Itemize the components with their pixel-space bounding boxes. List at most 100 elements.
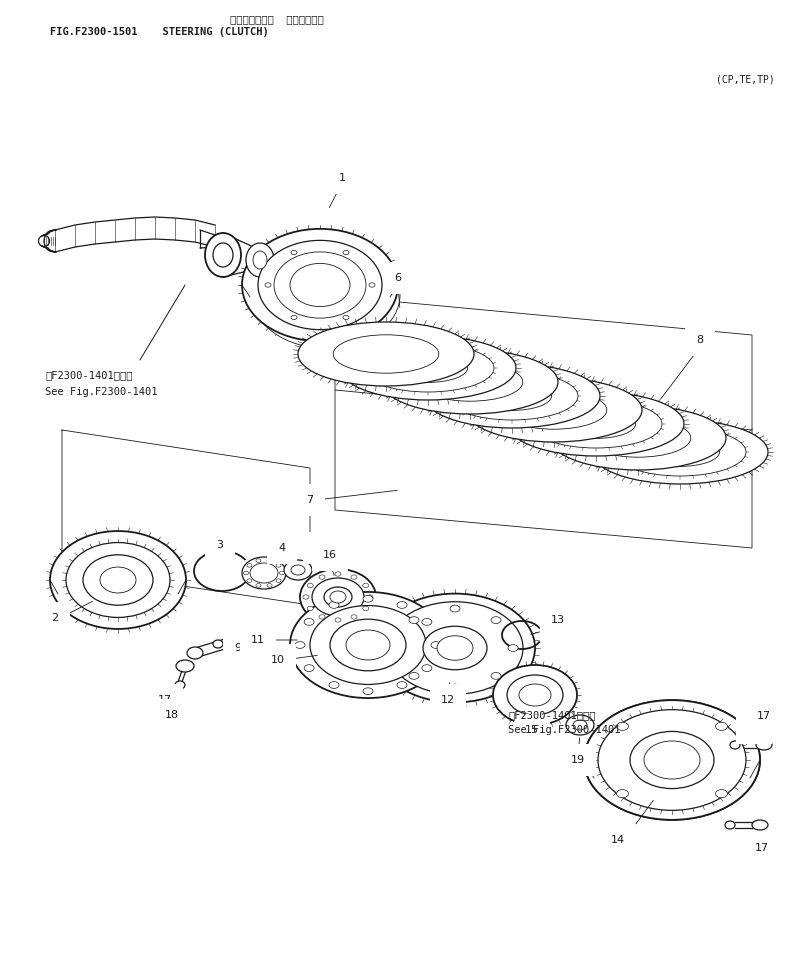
Ellipse shape	[446, 372, 578, 420]
Ellipse shape	[641, 438, 719, 467]
Ellipse shape	[351, 575, 357, 579]
Text: 5: 5	[315, 543, 322, 553]
Ellipse shape	[725, 821, 735, 829]
Text: 19: 19	[571, 755, 585, 765]
Ellipse shape	[409, 617, 419, 623]
Ellipse shape	[312, 578, 364, 616]
Ellipse shape	[450, 684, 460, 691]
Ellipse shape	[382, 350, 558, 414]
Ellipse shape	[291, 316, 297, 319]
Ellipse shape	[417, 363, 523, 401]
Text: 4: 4	[279, 543, 286, 553]
Ellipse shape	[258, 240, 382, 330]
Ellipse shape	[176, 660, 194, 672]
Ellipse shape	[491, 617, 501, 623]
Text: 17: 17	[158, 695, 172, 705]
Ellipse shape	[423, 626, 487, 670]
Ellipse shape	[592, 420, 768, 484]
Text: 1: 1	[338, 173, 345, 183]
Ellipse shape	[175, 681, 185, 689]
Ellipse shape	[335, 618, 341, 622]
Ellipse shape	[343, 251, 349, 255]
Text: 第F2300-1401図参照: 第F2300-1401図参照	[508, 710, 596, 720]
Ellipse shape	[491, 673, 501, 680]
Ellipse shape	[205, 233, 241, 277]
Ellipse shape	[290, 263, 350, 307]
Ellipse shape	[291, 565, 305, 575]
Ellipse shape	[242, 228, 398, 341]
Text: ステアリング＊  （クラッチ）: ステアリング＊ （クラッチ）	[230, 14, 323, 24]
Ellipse shape	[300, 569, 376, 625]
Ellipse shape	[508, 392, 684, 456]
Text: 17: 17	[755, 843, 769, 853]
Text: 17: 17	[757, 711, 771, 721]
Text: 18: 18	[747, 723, 761, 733]
Text: 2: 2	[51, 613, 58, 623]
Text: 第F2300-1401図参照: 第F2300-1401図参照	[45, 370, 132, 380]
Ellipse shape	[307, 584, 313, 588]
Ellipse shape	[397, 681, 407, 688]
Ellipse shape	[319, 575, 325, 579]
Ellipse shape	[324, 587, 352, 607]
Ellipse shape	[351, 615, 357, 620]
Ellipse shape	[340, 336, 516, 400]
Ellipse shape	[256, 584, 261, 588]
Ellipse shape	[715, 722, 727, 731]
Text: 13: 13	[551, 615, 565, 625]
Ellipse shape	[310, 606, 426, 684]
Ellipse shape	[346, 630, 390, 660]
Ellipse shape	[466, 378, 642, 442]
Text: 6: 6	[394, 273, 401, 283]
Ellipse shape	[329, 601, 339, 608]
Ellipse shape	[50, 531, 186, 629]
Ellipse shape	[644, 741, 700, 779]
Ellipse shape	[369, 283, 375, 287]
Ellipse shape	[267, 584, 272, 588]
Ellipse shape	[303, 595, 309, 599]
Ellipse shape	[291, 251, 297, 255]
Text: 10: 10	[271, 655, 285, 665]
Ellipse shape	[519, 684, 551, 706]
Text: (CP,TE,TP): (CP,TE,TP)	[716, 75, 775, 85]
Ellipse shape	[389, 353, 467, 382]
Ellipse shape	[330, 591, 346, 603]
Ellipse shape	[265, 283, 271, 287]
Ellipse shape	[375, 593, 535, 703]
Ellipse shape	[247, 563, 252, 567]
Text: 7: 7	[306, 495, 313, 505]
Ellipse shape	[566, 715, 594, 735]
Ellipse shape	[550, 406, 726, 470]
Ellipse shape	[472, 381, 552, 410]
Ellipse shape	[304, 665, 314, 672]
Ellipse shape	[630, 732, 714, 789]
Ellipse shape	[343, 316, 349, 319]
Ellipse shape	[329, 681, 339, 688]
Ellipse shape	[290, 592, 446, 698]
Ellipse shape	[598, 710, 746, 810]
Ellipse shape	[83, 555, 153, 605]
Ellipse shape	[284, 560, 312, 580]
Text: 11: 11	[251, 635, 265, 645]
Ellipse shape	[424, 364, 600, 428]
Ellipse shape	[730, 741, 740, 749]
Ellipse shape	[367, 595, 373, 599]
Text: 12: 12	[441, 695, 455, 705]
Ellipse shape	[335, 572, 341, 576]
Ellipse shape	[387, 602, 523, 694]
Ellipse shape	[256, 559, 261, 562]
Text: 15: 15	[525, 725, 539, 735]
Ellipse shape	[100, 567, 136, 593]
Ellipse shape	[508, 645, 518, 651]
Ellipse shape	[586, 419, 691, 457]
Ellipse shape	[250, 563, 278, 583]
Ellipse shape	[573, 720, 587, 730]
Ellipse shape	[397, 601, 407, 608]
Ellipse shape	[362, 344, 494, 392]
Ellipse shape	[253, 251, 267, 269]
Ellipse shape	[213, 640, 223, 648]
Ellipse shape	[295, 642, 305, 649]
Ellipse shape	[530, 400, 662, 448]
Text: 8: 8	[696, 335, 704, 345]
Text: See Fig.F2300-1401: See Fig.F2300-1401	[508, 725, 620, 735]
Text: FIG.F2300-1501    STEERING (CLUTCH): FIG.F2300-1501 STEERING (CLUTCH)	[50, 27, 268, 37]
